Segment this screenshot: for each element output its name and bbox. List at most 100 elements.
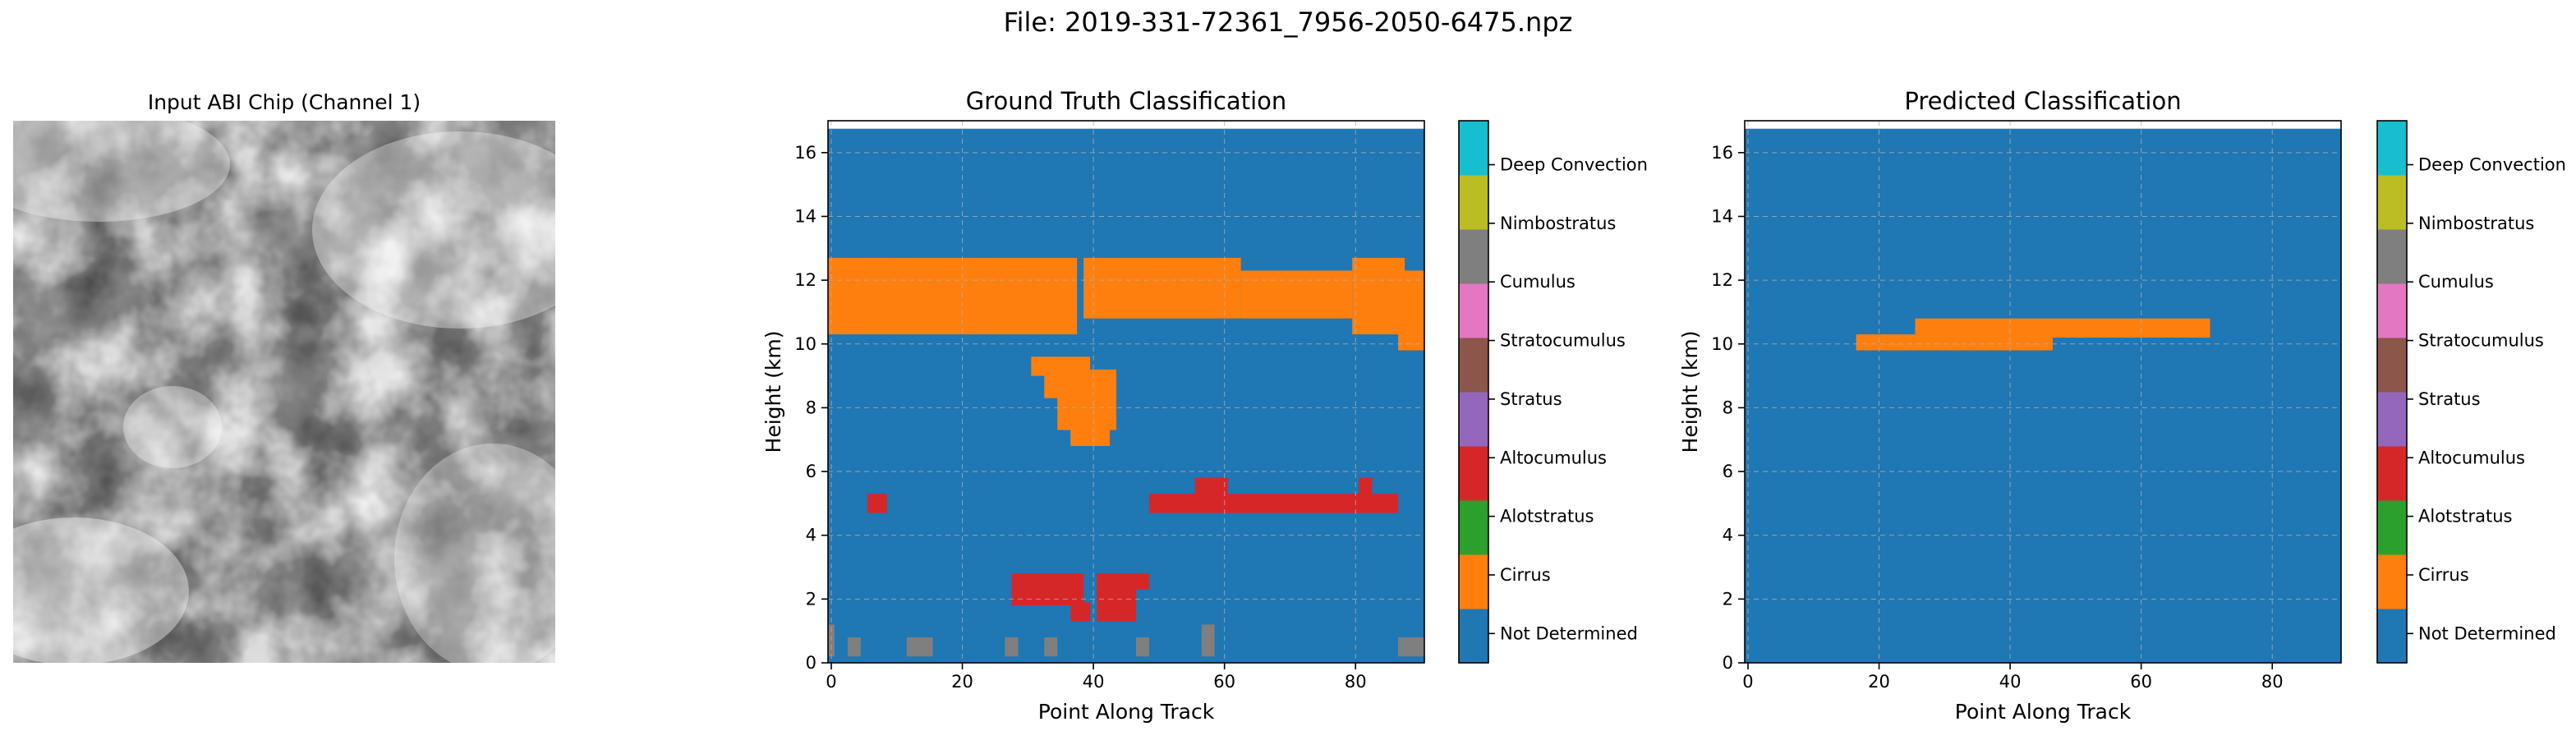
gt-class-region: [906, 637, 933, 657]
gt-class-region: [1201, 624, 1215, 657]
figure-title: File: 2019-331-72361_7956-2050-6475.npz: [1003, 7, 1573, 38]
pred-x-tick-label: 60: [2130, 672, 2152, 692]
gt-class-region: [1359, 477, 1373, 500]
pred-colorbar-label: Cirrus: [2418, 565, 2469, 585]
gt-x-axis-label: Point Along Track: [1038, 700, 1215, 724]
gt-colorbar-segment: [1459, 609, 1488, 664]
gt-class-region: [1083, 257, 1241, 319]
pred-y-tick-label: 14: [1711, 206, 1733, 226]
gt-colorbar-segment: [1459, 121, 1488, 176]
pred-y-tick-label: 12: [1711, 270, 1733, 290]
gt-class-region: [1398, 637, 1424, 657]
gt-y-tick-label: 6: [806, 462, 816, 481]
ground-truth-title: Ground Truth Classification: [965, 87, 1287, 115]
gt-y-axis-label: Height (km): [761, 331, 785, 453]
pred-y-tick-label: 6: [1723, 462, 1733, 481]
gt-colorbar-segment: [1459, 392, 1488, 447]
gt-colorbar-label: Cumulus: [1500, 272, 1576, 292]
gt-y-tick-label: 0: [806, 653, 816, 673]
gt-x-tick-label: 0: [826, 672, 836, 692]
gt-colorbar-label: Altocumulus: [1500, 448, 1607, 467]
pred-class-region: [1856, 334, 2053, 351]
pred-x-axis-label: Point Along Track: [1955, 700, 2132, 724]
pred-colorbar-label: Stratus: [2418, 389, 2481, 409]
gt-colorbar-segment: [1459, 500, 1488, 555]
pred-y-tick-label: 8: [1723, 398, 1733, 417]
pred-x-tick-label: 40: [1999, 672, 2022, 692]
gt-class-region: [1194, 477, 1228, 500]
pred-colorbar-label: Not Determined: [2418, 623, 2556, 643]
pred-colorbar-segment: [2377, 229, 2407, 284]
gt-colorbar-segment: [1459, 229, 1488, 284]
gt-class-region: [1135, 637, 1149, 657]
pred-colorbar-segment: [2377, 500, 2407, 555]
gt-colorbar-label: Nimbostratus: [1500, 214, 1616, 233]
pred-colorbar-label: Altocumulus: [2418, 448, 2525, 467]
pred-class-region: [1915, 318, 2210, 338]
gt-y-tick-label: 14: [794, 206, 816, 226]
pred-y-tick-label: 4: [1723, 526, 1733, 545]
pred-x-tick-label: 80: [2261, 672, 2284, 692]
pred-x-tick-label: 20: [1868, 672, 1890, 692]
gt-x-tick-label: 40: [1083, 672, 1105, 692]
gt-colorbar-segment: [1459, 554, 1488, 609]
gt-colorbar-segment: [1459, 338, 1488, 393]
gt-colorbar-label: Deep Convection: [1500, 155, 1648, 175]
pred-colorbar-label: Alotstratus: [2418, 507, 2512, 526]
pred-colorbar-segment: [2377, 338, 2407, 393]
gt-class-region: [1097, 573, 1149, 590]
pred-colorbar-label: Stratocumulus: [2418, 331, 2544, 351]
gt-axes-frame: [827, 120, 1425, 664]
gt-class-region: [1070, 602, 1091, 622]
gt-class-region: [1352, 257, 1405, 335]
pred-colorbar-segment: [2377, 121, 2407, 176]
pred-colorbar-segment: [2377, 283, 2407, 338]
pred-colorbar-segment: [2377, 175, 2407, 230]
pred-y-tick-label: 0: [1723, 653, 1733, 673]
pred-y-axis-label: Height (km): [1678, 331, 1702, 453]
pred-y-tick-label: 16: [1711, 143, 1733, 163]
gt-colorbar-segment: [1459, 175, 1488, 230]
gt-colorbar-label: Stratocumulus: [1500, 331, 1626, 351]
gt-class-region: [1070, 423, 1111, 446]
gt-class-region: [828, 257, 1078, 335]
gt-colorbar-label: Stratus: [1500, 389, 1562, 409]
pred-background-class-area: [1745, 128, 2341, 663]
pred-x-tick-label: 0: [1742, 672, 1753, 692]
gt-y-tick-label: 16: [794, 143, 816, 163]
predicted-title: Predicted Classification: [1904, 87, 2182, 115]
pred-colorbar-segment: [2377, 554, 2407, 609]
gt-x-tick-label: 80: [1345, 672, 1367, 692]
pred-colorbar-label: Nimbostratus: [2418, 214, 2534, 233]
pred-colorbar-label: Deep Convection: [2418, 155, 2566, 175]
pred-colorbar-frame: [2376, 120, 2408, 664]
pred-colorbar-segment: [2377, 392, 2407, 447]
gt-colorbar-label: Not Determined: [1500, 623, 1638, 643]
gt-class-region: [1011, 573, 1084, 606]
gt-y-tick-label: 12: [794, 270, 816, 290]
gt-x-tick-label: 60: [1213, 672, 1235, 692]
gt-class-region: [847, 637, 861, 657]
pred-colorbar-segment: [2377, 446, 2407, 501]
gt-colorbar-frame: [1458, 120, 1489, 664]
gt-class-region: [1398, 270, 1424, 351]
gt-colorbar-segment: [1459, 446, 1488, 501]
gt-x-tick-label: 20: [951, 672, 973, 692]
gt-class-region: [1044, 637, 1058, 657]
gt-class-region: [1005, 637, 1019, 657]
gt-y-tick-label: 8: [806, 398, 816, 417]
pred-colorbar-label: Cumulus: [2418, 272, 2494, 292]
pred-y-tick-label: 2: [1723, 589, 1733, 609]
pred-y-tick-label: 10: [1711, 334, 1733, 354]
input-chip-title: Input ABI Chip (Channel 1): [147, 90, 421, 114]
gt-y-tick-label: 2: [806, 589, 816, 609]
gt-y-tick-label: 4: [806, 526, 816, 545]
gt-y-tick-label: 10: [794, 334, 816, 354]
gt-colorbar-label: Cirrus: [1500, 565, 1551, 585]
gt-colorbar-segment: [1459, 283, 1488, 338]
gt-class-region: [867, 494, 887, 513]
pred-axes-frame: [1744, 120, 2342, 664]
